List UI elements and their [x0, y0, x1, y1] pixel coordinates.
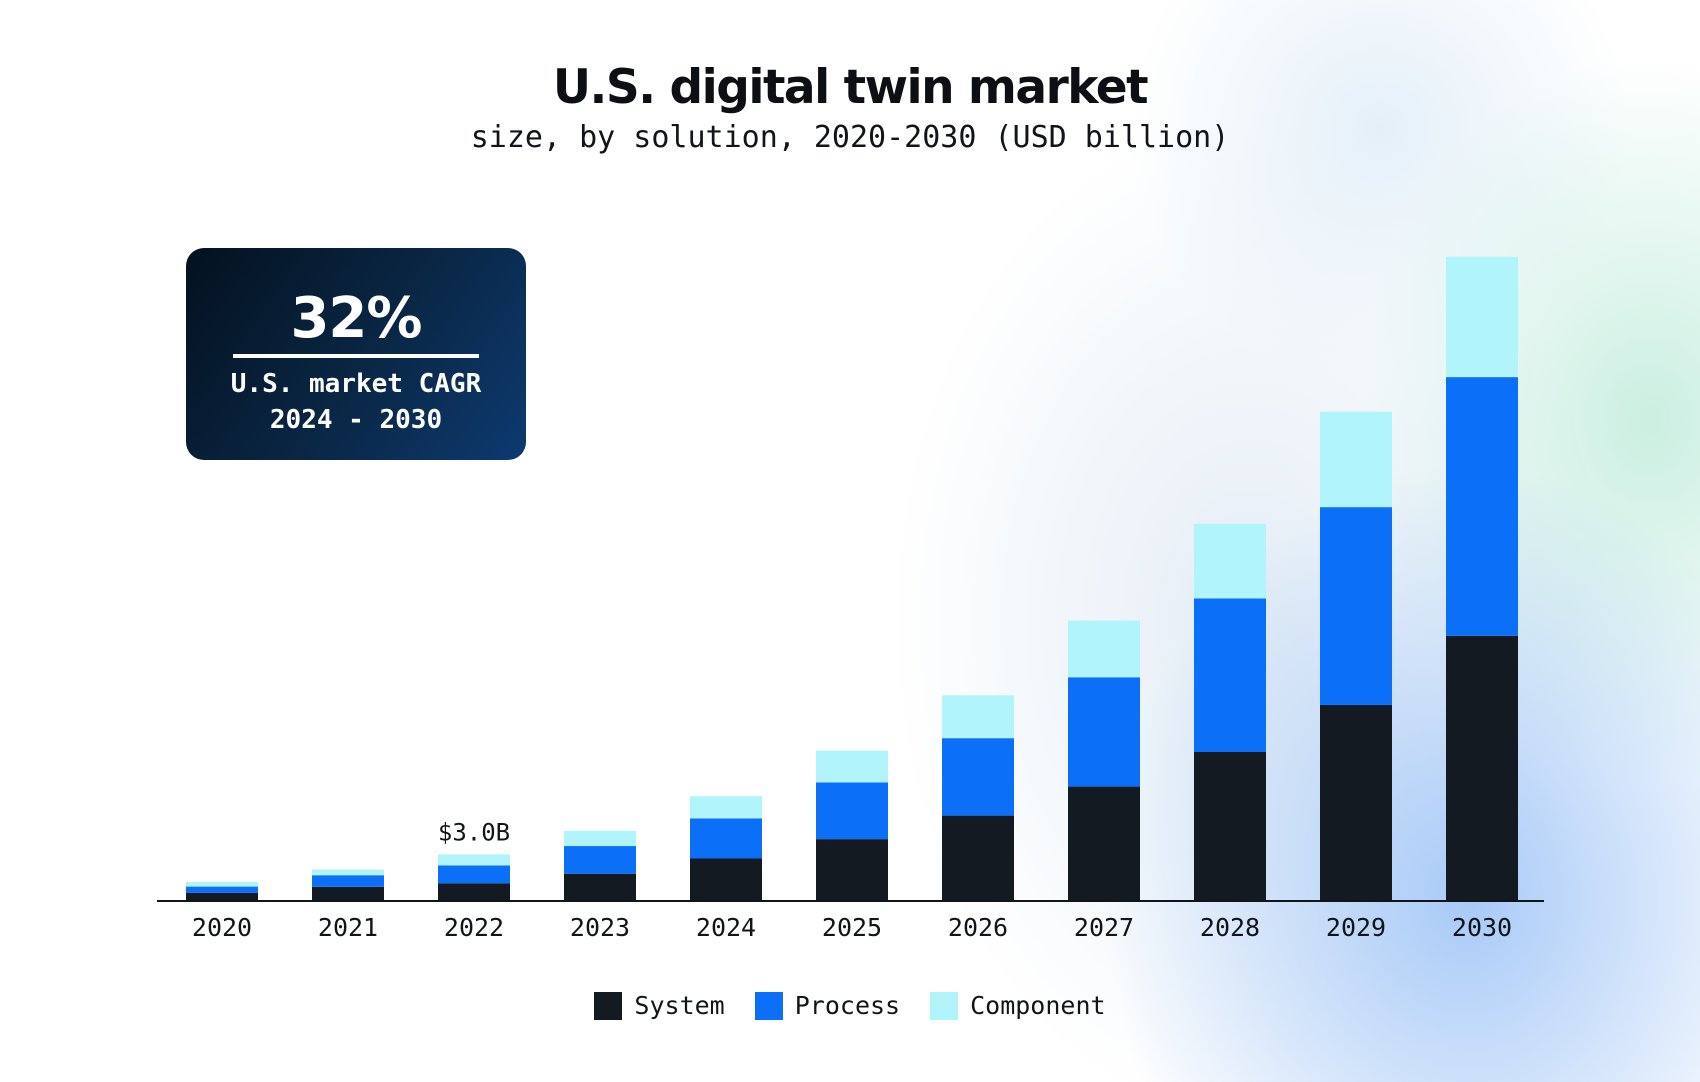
legend-item-component: Component — [930, 991, 1106, 1020]
chart-subtitle: size, by solution, 2020-2030 (USD billio… — [470, 120, 1230, 155]
legend-label-component: Component — [970, 991, 1106, 1020]
bar-component-2027 — [1068, 620, 1140, 678]
cagr-label: U.S. market CAGR 2024 - 2030 — [186, 366, 526, 438]
bar-component-2022 — [438, 854, 510, 866]
legend-swatch-process — [754, 991, 783, 1020]
bar-component-2020 — [186, 881, 258, 887]
legend: System Process Component — [0, 991, 1700, 1020]
x-tick-label-2028: 2028 — [1200, 913, 1260, 942]
bar-component-2023 — [564, 830, 636, 847]
bar-system-2027 — [1068, 786, 1140, 900]
cagr-value: 32% — [290, 286, 422, 351]
bar-process-2024 — [690, 818, 762, 859]
cagr-callout: 32% U.S. market CAGR 2024 - 2030 — [186, 248, 526, 460]
x-tick-label-2027: 2027 — [1074, 913, 1134, 942]
bar-process-2027 — [1068, 677, 1140, 787]
x-tick-label-2020: 2020 — [192, 913, 252, 942]
legend-swatch-system — [594, 991, 623, 1020]
bar-system-2021 — [312, 886, 384, 900]
bar-process-2022 — [438, 865, 510, 884]
legend-swatch-component — [930, 991, 959, 1020]
bar-process-2023 — [564, 846, 636, 874]
bar-component-2025 — [816, 750, 888, 783]
x-tick-label-2024: 2024 — [696, 913, 756, 942]
bar-process-2030 — [1446, 377, 1518, 636]
bar-component-2028 — [1194, 523, 1266, 599]
bar-process-2029 — [1320, 507, 1392, 705]
bar-system-2023 — [564, 873, 636, 900]
x-tick-label-2030: 2030 — [1452, 913, 1512, 942]
bar-system-2029 — [1320, 704, 1392, 900]
data-label-2022: $3.0B — [438, 818, 510, 846]
legend-item-process: Process — [754, 991, 901, 1020]
x-tick-label-2029: 2029 — [1326, 913, 1386, 942]
bar-process-2025 — [816, 782, 888, 840]
bar-process-2028 — [1194, 598, 1266, 752]
cagr-label-line1: U.S. market CAGR — [230, 369, 482, 399]
x-tick-label-2022: 2022 — [444, 913, 504, 942]
bar-component-2030 — [1446, 256, 1518, 378]
bar-process-2026 — [942, 738, 1014, 816]
bar-system-2026 — [942, 815, 1014, 900]
x-tick-label-2026: 2026 — [948, 913, 1008, 942]
cagr-label-line2: 2024 - 2030 — [269, 405, 443, 435]
legend-label-system: System — [634, 991, 725, 1020]
bar-system-2020 — [186, 892, 258, 900]
bar-system-2022 — [438, 883, 510, 900]
bar-process-2020 — [186, 886, 258, 893]
bar-component-2026 — [942, 695, 1014, 739]
x-tick-label-2023: 2023 — [570, 913, 630, 942]
cagr-divider — [233, 354, 479, 358]
x-tick-label-2021: 2021 — [318, 913, 378, 942]
bar-process-2021 — [312, 875, 384, 887]
bar-component-2021 — [312, 869, 384, 876]
legend-item-system: System — [594, 991, 725, 1020]
x-tick-label-2025: 2025 — [822, 913, 882, 942]
chart-title: U.S. digital twin market — [552, 60, 1149, 115]
bar-system-2030 — [1446, 635, 1518, 900]
bar-system-2025 — [816, 839, 888, 900]
legend-label-process: Process — [794, 991, 901, 1020]
bar-component-2024 — [690, 796, 762, 819]
bar-system-2024 — [690, 858, 762, 900]
bar-component-2029 — [1320, 411, 1392, 508]
bar-system-2028 — [1194, 751, 1266, 900]
